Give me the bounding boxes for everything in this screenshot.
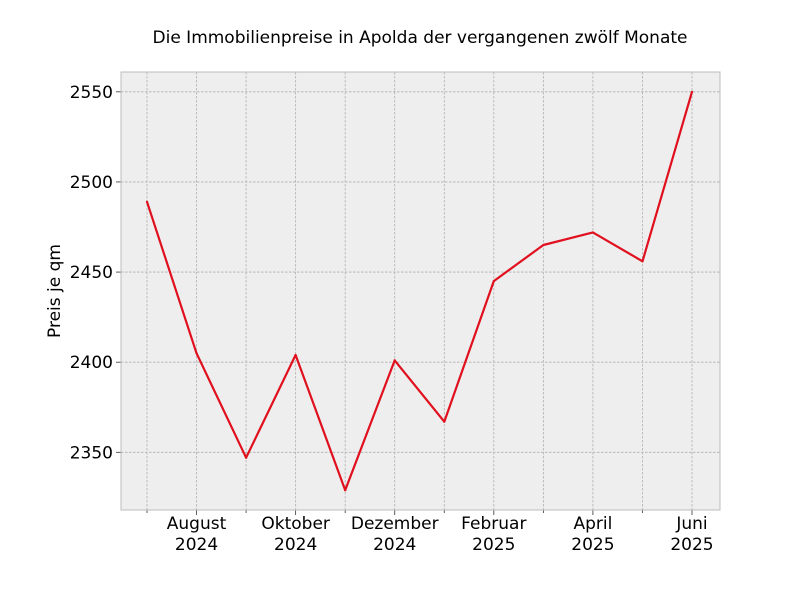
y-tick-label: 2350 — [70, 443, 113, 463]
data-point — [542, 243, 545, 247]
x-tick-label-month: April — [573, 514, 612, 534]
x-tick-label-month: Juni — [675, 514, 707, 534]
series-line — [145, 91, 694, 492]
x-tick-label-month: August — [167, 514, 227, 534]
x-tick-label-year: 2024 — [373, 535, 416, 555]
x-tick-label-year: 2025 — [670, 535, 713, 555]
x-tick-label-year: 2025 — [571, 535, 614, 555]
y-tick-label: 2550 — [70, 83, 113, 103]
x-tick-label-year: 2024 — [175, 535, 218, 555]
x-tick-label-year: 2025 — [472, 535, 515, 555]
data-point — [591, 231, 595, 234]
y-axis-label: Preis je qm — [45, 244, 65, 338]
data-point — [294, 353, 297, 357]
data-point — [244, 456, 248, 459]
y-tick-label: 2500 — [70, 173, 113, 193]
x-tick-label-month: Dezember — [351, 514, 439, 534]
data-point — [195, 352, 198, 355]
series-layer — [145, 90, 694, 492]
x-tick-label-month: Februar — [461, 514, 526, 534]
chart-title: Die Immobilienpreise in Apolda der verga… — [153, 28, 688, 48]
data-point — [344, 489, 347, 492]
plot-frame — [120, 71, 721, 511]
grid-lines — [121, 72, 720, 510]
data-point — [641, 260, 644, 263]
data-point — [145, 200, 149, 203]
data-point — [492, 279, 495, 283]
data-point — [393, 359, 396, 362]
x-tick-label-month: Oktober — [261, 514, 330, 534]
x-tick-label-year: 2024 — [274, 535, 317, 555]
y-tick-label: 2450 — [70, 263, 113, 283]
data-point — [690, 90, 694, 93]
tick-labels: 23502400245025002550August2024Oktober202… — [70, 83, 714, 555]
y-tick-label: 2400 — [70, 353, 113, 373]
data-point — [443, 420, 446, 423]
plot-area — [121, 72, 720, 510]
